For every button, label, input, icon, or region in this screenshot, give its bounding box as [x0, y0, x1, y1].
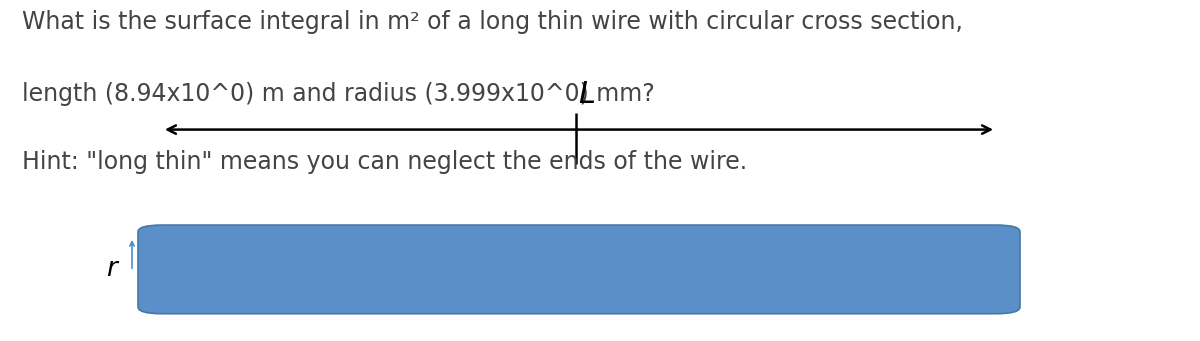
Text: L: L: [578, 80, 595, 109]
Text: Hint: "long thin" means you can neglect the ends of the wire.: Hint: "long thin" means you can neglect …: [22, 150, 746, 174]
FancyBboxPatch shape: [138, 225, 1020, 314]
Text: length (8.94x10^0) m and radius (3.999x10^0) mm?: length (8.94x10^0) m and radius (3.999x1…: [22, 82, 654, 106]
Text: r: r: [106, 256, 118, 282]
Text: What is the surface integral in m² of a long thin wire with circular cross secti: What is the surface integral in m² of a …: [22, 10, 962, 34]
